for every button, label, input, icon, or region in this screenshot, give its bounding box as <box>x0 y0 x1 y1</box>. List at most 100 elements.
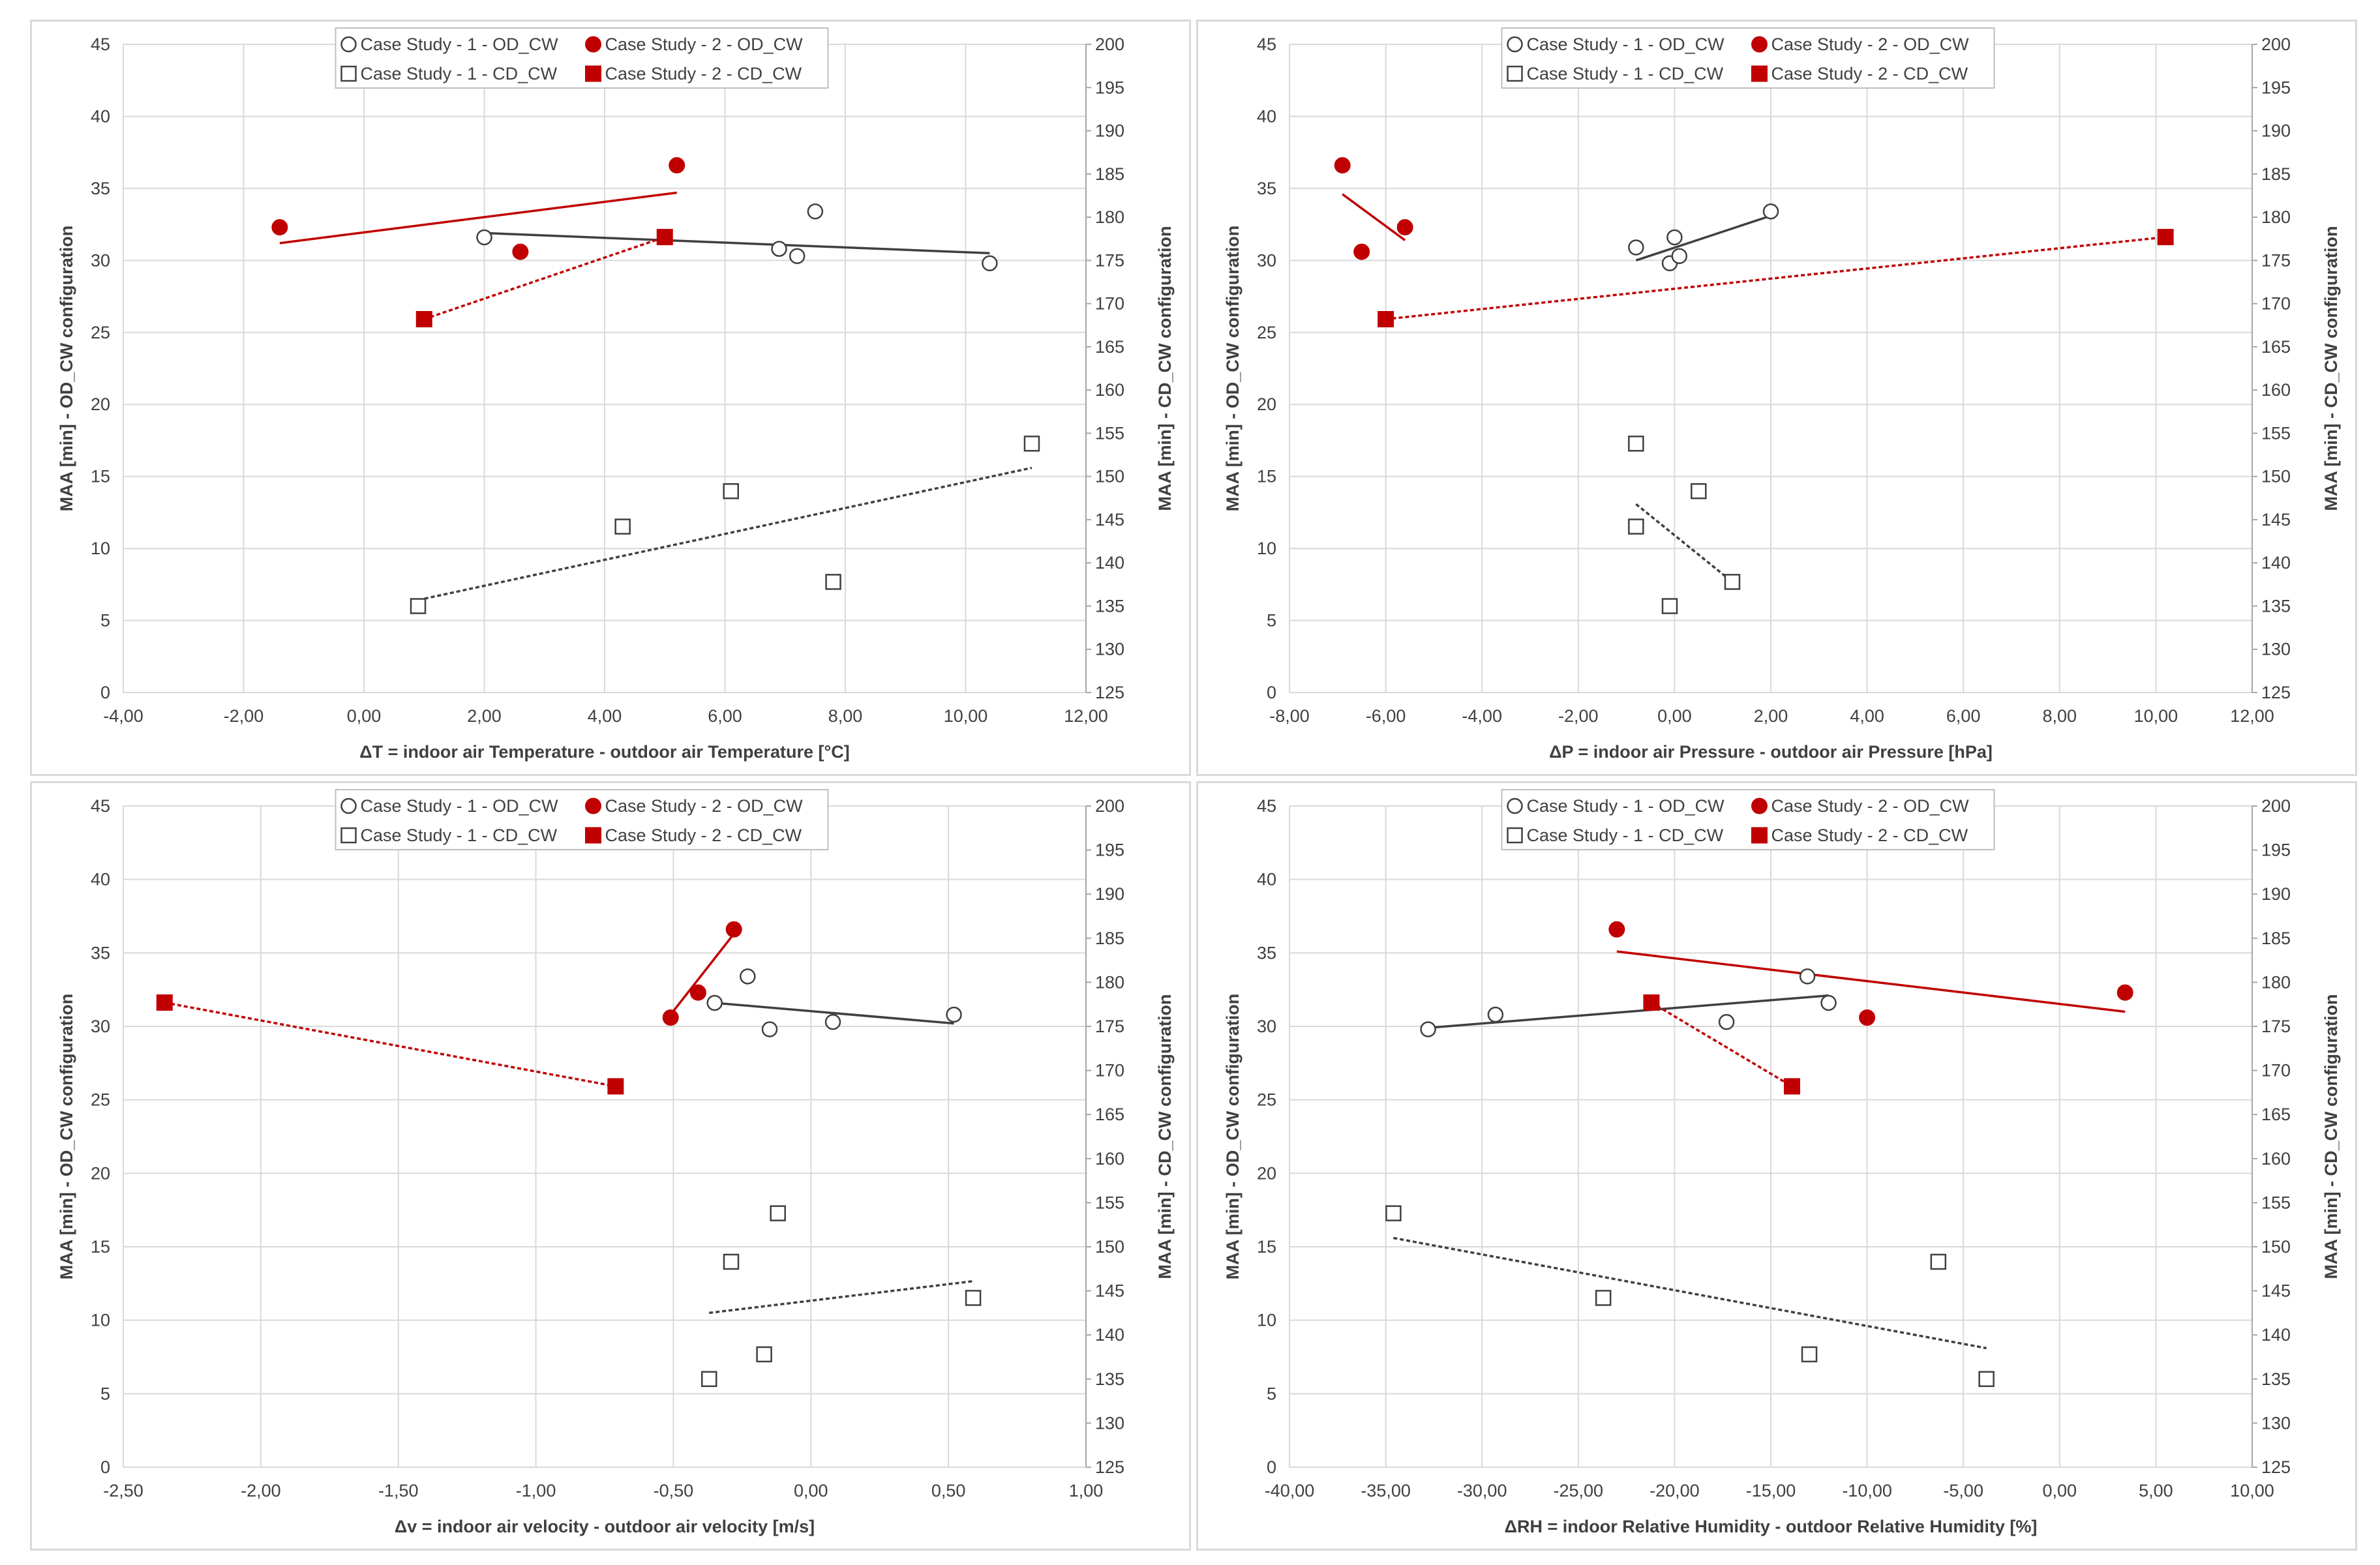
data-point <box>1023 436 1040 452</box>
legend-box <box>335 789 829 850</box>
data-point <box>824 1013 841 1030</box>
gridlines <box>1289 805 2253 1468</box>
y2-tick-label: 180 <box>2261 972 2291 992</box>
y2-tick-label: 160 <box>2261 380 2291 400</box>
data-point <box>807 203 824 220</box>
y2-tick-label: 140 <box>2261 1325 2291 1345</box>
data-point <box>689 984 706 1001</box>
data-point <box>1595 1290 1612 1306</box>
legend-marker <box>340 65 357 82</box>
x-tick-label: 0,50 <box>931 1481 966 1500</box>
y-axis-label: MAA [min] - OD_CW configuration <box>57 226 76 511</box>
series-1 <box>1628 203 1779 272</box>
y2-tick-label: 145 <box>2261 1281 2291 1301</box>
y2-tick-label: 130 <box>1095 1413 1124 1433</box>
series-3 <box>1628 436 1741 614</box>
scatter-chart: 1251301351401451501551601651701751801851… <box>1223 789 2341 1536</box>
series-2 <box>662 921 742 1026</box>
legend-label: Case Study - 1 - CD_CW <box>361 64 558 83</box>
y2-tick-label: 135 <box>2261 596 2291 616</box>
chart-panel-pressure: 125 130 135 140 145 150 155 160 165 170 175 180 185 1… <box>1196 20 2357 776</box>
y2-tick-label: 195 <box>1095 841 1124 860</box>
y-tick-label: 15 <box>1257 1237 1276 1257</box>
data-point <box>1762 203 1779 220</box>
y2-axis-label: MAA [min] - CD_CW configuration <box>2321 994 2341 1279</box>
x-tick-label: -1,50 <box>378 1481 419 1500</box>
legend-label: Case Study - 1 - OD_CW <box>1527 35 1725 54</box>
series-2 <box>271 157 685 260</box>
data-point <box>1799 968 1816 985</box>
data-point <box>965 1290 982 1306</box>
series-2 <box>1608 921 2133 1026</box>
data-point <box>1385 1205 1402 1221</box>
legend-marker <box>1751 36 1768 53</box>
y2-tick-label: 180 <box>1095 207 1124 227</box>
x-tick-label: -20,00 <box>1649 1481 1700 1500</box>
y2-tick-label: 125 <box>2261 683 2291 702</box>
trendline-1 <box>1635 215 1771 261</box>
y2-axis-label: MAA [min] - CD_CW configuration <box>1155 226 1175 511</box>
x-tick-label: 10,00 <box>944 706 988 726</box>
y-tick-label: 0 <box>1267 683 1276 702</box>
series-3 <box>1385 1205 1995 1388</box>
legend: Case Study - 1 - OD_CW Case Study - 2 - O… <box>1501 789 1995 850</box>
trendline-2 <box>669 932 735 1016</box>
x-tick-label: 0,00 <box>794 1481 828 1500</box>
y2-tick-label: 200 <box>2261 796 2291 816</box>
data-point <box>1334 157 1351 174</box>
y2-tick-label: 190 <box>2261 121 2291 141</box>
y-tick-label: 10 <box>1257 1311 1276 1330</box>
y-tick-label: 30 <box>1257 250 1276 270</box>
y2-tick-label: 185 <box>2261 164 2291 184</box>
y2-tick-label: 180 <box>1095 972 1124 992</box>
x-tick-label: 12,00 <box>2230 706 2274 726</box>
y-tick-label: 20 <box>1257 395 1276 414</box>
scatter-chart: 1251301351401451501551601651701751801851… <box>57 789 1175 1536</box>
legend-label: Case Study - 2 - OD_CW <box>605 35 804 54</box>
data-point <box>1661 598 1678 614</box>
data-point <box>770 1205 786 1221</box>
y2-tick-label: 195 <box>2261 841 2291 860</box>
legend-marker <box>1507 797 1523 814</box>
x-tick-label: -6,00 <box>1366 706 1406 726</box>
y-tick-label: 0 <box>100 683 110 702</box>
x-tick-label: 8,00 <box>2043 706 2077 726</box>
y2-tick-label: 185 <box>1095 164 1124 184</box>
legend: Case Study - 1 - OD_CW Case Study - 2 - O… <box>335 789 829 850</box>
y2-tick-label: 190 <box>1095 121 1124 141</box>
legend-marker <box>1751 797 1768 814</box>
y2-tick-label: 190 <box>1095 884 1124 904</box>
y-tick-label: 5 <box>100 1384 110 1403</box>
y2-tick-label: 170 <box>1095 1061 1124 1081</box>
data-point <box>701 1371 717 1388</box>
legend-marker <box>585 36 601 53</box>
x-tick-label: -0,50 <box>654 1481 694 1500</box>
legend-marker <box>1507 36 1523 53</box>
legend-marker <box>1507 827 1523 844</box>
chart-panel-velocity: 125 130 135 140 145 150 155 160 165 170 175 180 185 1… <box>30 781 1191 1551</box>
series-1 <box>1420 968 1837 1037</box>
data-point <box>1420 1021 1436 1037</box>
data-point <box>607 1078 624 1095</box>
data-point <box>740 968 756 985</box>
y-tick-label: 5 <box>1267 1384 1276 1403</box>
trendline-4 <box>1651 1001 1793 1088</box>
x-axis-label: Δv = indoor air velocity - outdoor air v… <box>395 1517 815 1536</box>
legend-box <box>1501 27 1995 89</box>
x-tick-label: 8,00 <box>828 706 863 726</box>
x-tick-label: 2,00 <box>1754 706 1788 726</box>
legend-label: Case Study - 2 - CD_CW <box>605 826 802 845</box>
y-axis-label: MAA [min] - OD_CW configuration <box>1223 226 1243 511</box>
trendline-3 <box>417 466 1032 601</box>
legend-marker <box>340 797 357 814</box>
trendline-3 <box>1635 503 1734 583</box>
y2-tick-label: 145 <box>1095 510 1124 529</box>
y-tick-label: 45 <box>91 796 110 816</box>
y2-tick-label: 165 <box>1095 337 1124 357</box>
y-tick-label: 45 <box>1257 35 1276 54</box>
series-3 <box>701 1205 982 1388</box>
data-point <box>156 994 173 1011</box>
x-tick-label: 0,00 <box>1657 706 1692 726</box>
y2-tick-label: 130 <box>2261 640 2291 659</box>
data-point <box>415 310 432 327</box>
